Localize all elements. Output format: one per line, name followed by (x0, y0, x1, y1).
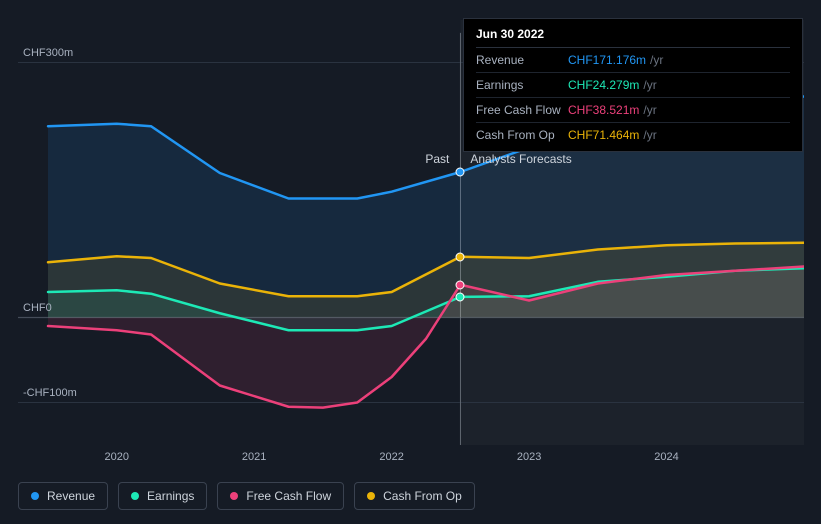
tooltip-row-value: CHF38.521m (568, 103, 639, 117)
y-tick-label: -CHF100m (23, 387, 77, 399)
hover-tooltip: Jun 30 2022 RevenueCHF171.176m/yrEarning… (463, 18, 803, 152)
x-tick-label: 2021 (242, 451, 266, 463)
y-tick-label: CHF0 (23, 302, 52, 314)
legend-dot-icon (131, 492, 139, 500)
tooltip-row-value: CHF71.464m (568, 128, 639, 142)
hover-marker (456, 252, 465, 261)
tooltip-row-value: CHF24.279m (568, 78, 639, 92)
past-label: Past (425, 152, 449, 166)
tooltip-row-value: CHF171.176m (568, 53, 646, 67)
tooltip-row-label: Earnings (476, 78, 568, 92)
legend-item[interactable]: Free Cash Flow (217, 482, 344, 510)
tooltip-row: Cash From OpCHF71.464m/yr (476, 123, 790, 147)
tooltip-row-label: Cash From Op (476, 128, 568, 142)
y-tick-label: CHF300m (23, 47, 73, 59)
tooltip-row-unit: /yr (650, 53, 663, 67)
tooltip-row: RevenueCHF171.176m/yr (476, 48, 790, 73)
tooltip-row-label: Revenue (476, 53, 568, 67)
legend-dot-icon (230, 492, 238, 500)
legend-item[interactable]: Cash From Op (354, 482, 475, 510)
x-tick-label: 2023 (517, 451, 541, 463)
tooltip-row-label: Free Cash Flow (476, 103, 568, 117)
legend-dot-icon (31, 492, 39, 500)
tooltip-row-unit: /yr (643, 128, 656, 142)
tooltip-row: EarningsCHF24.279m/yr (476, 73, 790, 98)
legend-label: Free Cash Flow (246, 489, 331, 503)
x-tick-label: 2020 (104, 451, 128, 463)
hover-marker (456, 168, 465, 177)
legend-item[interactable]: Revenue (18, 482, 108, 510)
tooltip-row: Free Cash FlowCHF38.521m/yr (476, 98, 790, 123)
legend-label: Revenue (47, 489, 95, 503)
x-tick-label: 2022 (379, 451, 403, 463)
legend-label: Cash From Op (383, 489, 462, 503)
legend-label: Earnings (147, 489, 194, 503)
x-tick-label: 2024 (654, 451, 678, 463)
tooltip-row-unit: /yr (643, 103, 656, 117)
legend-item[interactable]: Earnings (118, 482, 207, 510)
hover-marker (456, 292, 465, 301)
forecast-label: Analysts Forecasts (470, 152, 571, 166)
tooltip-row-unit: /yr (643, 78, 656, 92)
hover-crosshair (460, 33, 461, 446)
legend-dot-icon (367, 492, 375, 500)
legend: Revenue Earnings Free Cash Flow Cash From O… (18, 482, 475, 510)
tooltip-date: Jun 30 2022 (476, 27, 790, 48)
hover-marker (456, 280, 465, 289)
